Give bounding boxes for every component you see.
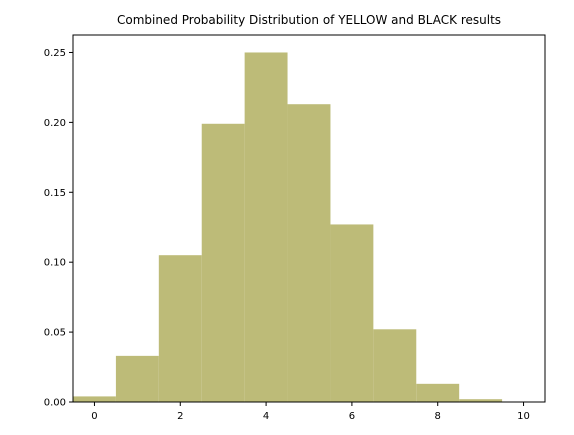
- x-axis: 0 2 4 6 8 10: [91, 402, 530, 422]
- x-tick-label: 6: [349, 411, 355, 422]
- y-tick-label: 0.00: [44, 398, 66, 409]
- x-tick-label: 8: [435, 411, 441, 422]
- bar-5: [287, 104, 331, 402]
- y-tick-label: 0.10: [44, 258, 66, 269]
- plot-frame: [72, 34, 546, 403]
- bar-0: [73, 396, 116, 402]
- bar-8: [416, 383, 460, 402]
- y-axis: 0.00 0.05 0.10 0.15 0.20 0.25: [44, 48, 73, 409]
- bar-9: [459, 399, 503, 402]
- bar-2: [158, 255, 202, 402]
- x-tick-label: 0: [91, 411, 97, 422]
- x-tick-label: 10: [517, 411, 530, 422]
- bar-4: [244, 52, 288, 402]
- bar-1: [115, 355, 159, 402]
- x-tick-label: 4: [263, 411, 269, 422]
- chart-title: Combined Probability Distribution of YEL…: [117, 13, 501, 27]
- y-tick-label: 0.25: [44, 48, 66, 59]
- x-tick-label: 2: [177, 411, 183, 422]
- bar-7: [373, 329, 417, 402]
- y-tick-label: 0.15: [44, 188, 66, 199]
- y-tick-label: 0.20: [44, 118, 66, 129]
- bar-3: [201, 123, 245, 402]
- bars-group: [73, 52, 503, 402]
- bar-6: [330, 224, 374, 402]
- y-tick-label: 0.05: [44, 328, 66, 339]
